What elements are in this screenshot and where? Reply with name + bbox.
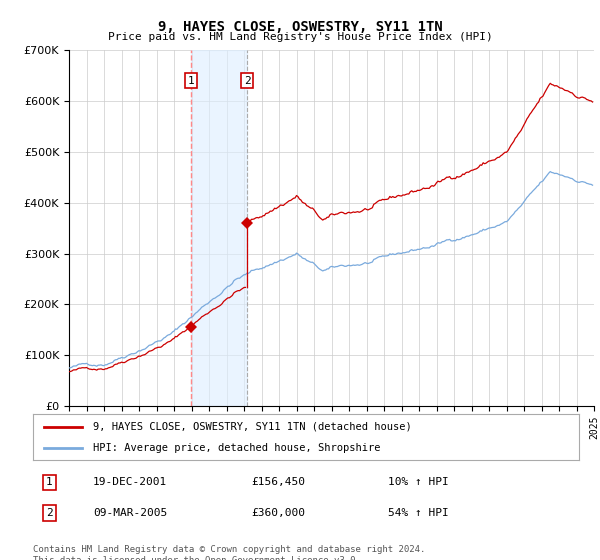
Text: HPI: Average price, detached house, Shropshire: HPI: Average price, detached house, Shro…	[93, 443, 380, 453]
Text: 09-MAR-2005: 09-MAR-2005	[93, 508, 167, 518]
Text: 1: 1	[187, 76, 194, 86]
Bar	[191, 50, 247, 406]
Text: 1: 1	[46, 478, 53, 487]
Text: 54% ↑ HPI: 54% ↑ HPI	[388, 508, 449, 518]
Text: 9, HAYES CLOSE, OSWESTRY, SY11 1TN (detached house): 9, HAYES CLOSE, OSWESTRY, SY11 1TN (deta…	[93, 422, 412, 432]
Text: Price paid vs. HM Land Registry's House Price Index (HPI): Price paid vs. HM Land Registry's House …	[107, 32, 493, 43]
Text: £156,450: £156,450	[251, 478, 305, 487]
Text: 9, HAYES CLOSE, OSWESTRY, SY11 1TN: 9, HAYES CLOSE, OSWESTRY, SY11 1TN	[158, 20, 442, 34]
Text: 19-DEC-2001: 19-DEC-2001	[93, 478, 167, 487]
Text: 10% ↑ HPI: 10% ↑ HPI	[388, 478, 449, 487]
Text: 2: 2	[244, 76, 251, 86]
Text: 2: 2	[46, 508, 53, 518]
Text: £360,000: £360,000	[251, 508, 305, 518]
Text: Contains HM Land Registry data © Crown copyright and database right 2024.
This d: Contains HM Land Registry data © Crown c…	[33, 545, 425, 560]
